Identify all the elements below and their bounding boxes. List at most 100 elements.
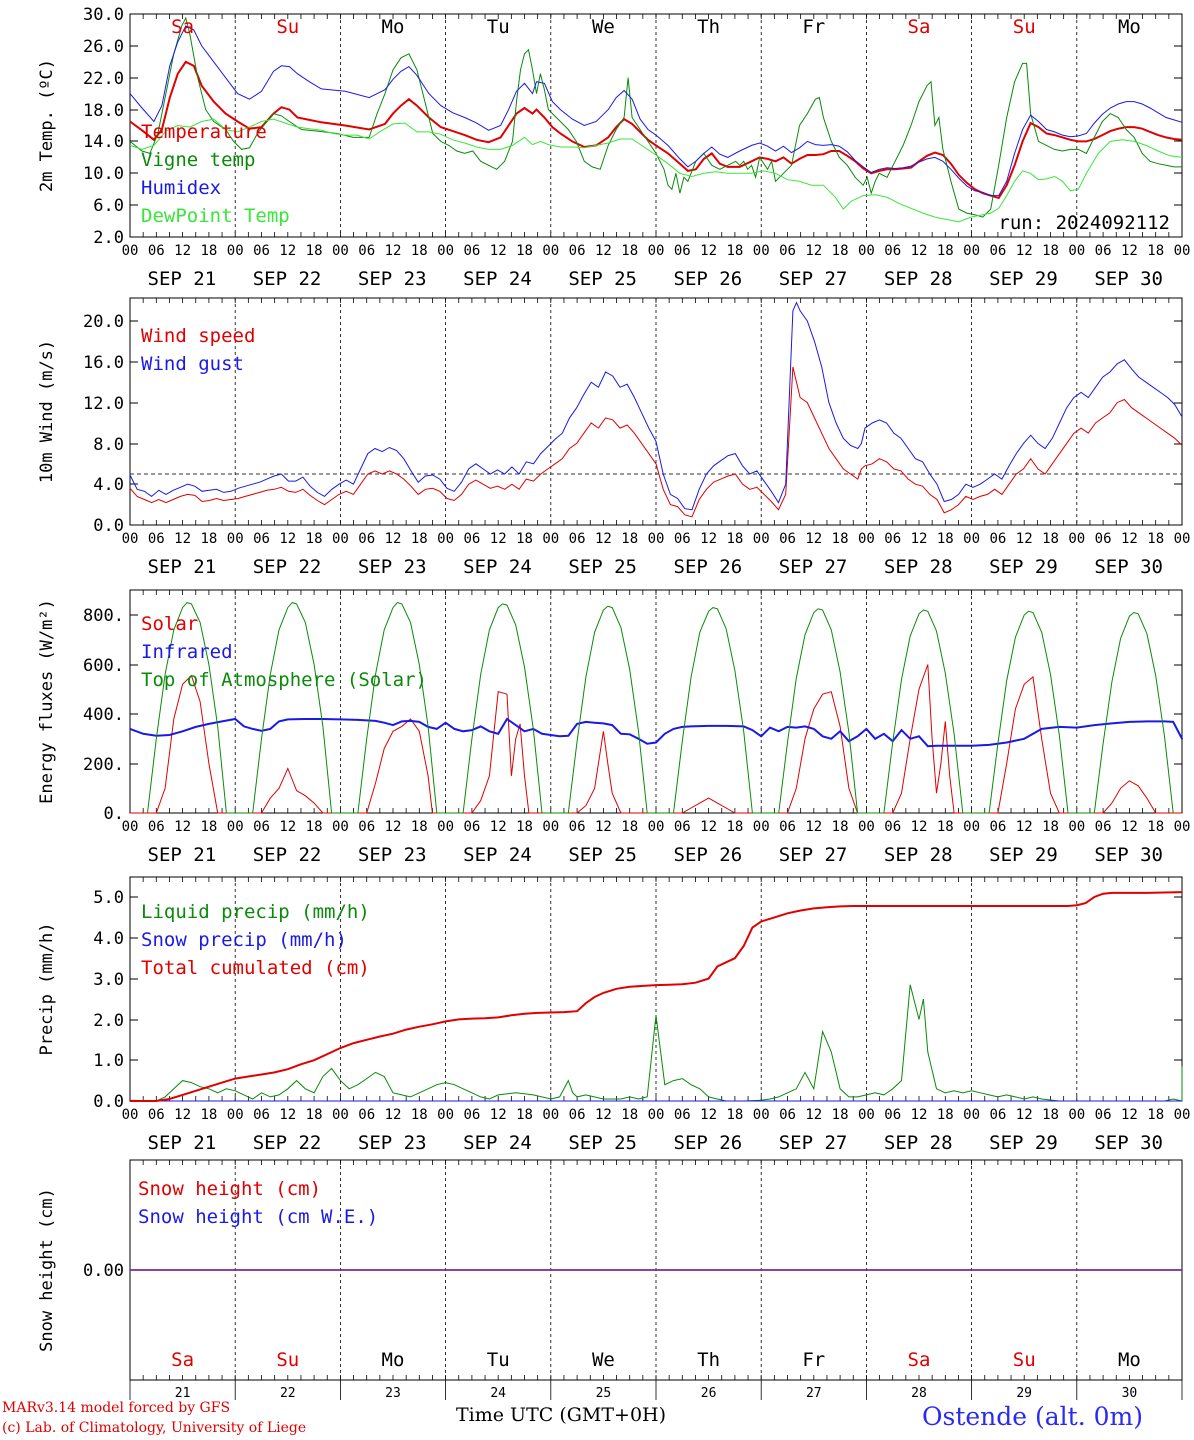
hour-tick-label: 00 <box>437 531 454 547</box>
plot-frame <box>129 589 1183 814</box>
hour-tick-label: 00 <box>227 531 244 547</box>
legend-entry: Humidex <box>141 177 221 199</box>
hour-tick-label: 00 <box>1068 1107 1085 1123</box>
hour-tick-label: 18 <box>516 243 533 259</box>
y-axis-label: 10m Wind (m/s) <box>37 340 57 483</box>
legend-entry: Snow height (cm W.E.) <box>138 1206 378 1228</box>
day-number: 26 <box>701 1386 717 1400</box>
date-label: SEP 26 <box>674 556 743 578</box>
hour-tick-label: 06 <box>569 531 586 547</box>
series-line <box>129 366 1183 518</box>
hour-tick-label: 00 <box>332 243 349 259</box>
series-line <box>129 60 1183 200</box>
y-tick-label: 200. <box>83 755 124 775</box>
hour-tick-label: 00 <box>122 1107 139 1123</box>
hour-tick-label: 18 <box>1042 531 1059 547</box>
legend-entry: DewPoint Temp <box>141 205 290 227</box>
hour-tick-label: 00 <box>1174 819 1191 835</box>
hour-tick-label: 06 <box>989 243 1006 259</box>
hour-tick-label: 18 <box>516 1107 533 1123</box>
y-axis-label: 2m Temp. (ºC) <box>37 59 57 192</box>
hour-tick-label: 06 <box>569 1107 586 1123</box>
date-label: SEP 22 <box>253 1132 322 1154</box>
hour-tick-label: 12 <box>911 819 928 835</box>
day-name: Th <box>697 16 720 38</box>
hour-tick-label: 18 <box>200 819 217 835</box>
hour-tick-label: 06 <box>358 1107 375 1123</box>
hour-tick-label: 12 <box>805 1107 822 1123</box>
day-name: Fr <box>802 1349 825 1371</box>
hour-tick-label: 12 <box>490 243 507 259</box>
date-label: SEP 28 <box>884 268 953 290</box>
series-line <box>129 118 1183 223</box>
legend-entry: Total cumulated (cm) <box>141 957 370 979</box>
hour-tick-label: 12 <box>490 1107 507 1123</box>
hour-tick-label: 06 <box>1095 1107 1112 1123</box>
hour-tick-label: 12 <box>805 531 822 547</box>
hour-tick-label: 12 <box>700 531 717 547</box>
hour-tick-label: 18 <box>937 531 954 547</box>
plot-frame <box>129 13 1183 238</box>
hour-tick-label: 00 <box>1174 1107 1191 1123</box>
hour-tick-label: 00 <box>1174 243 1191 259</box>
hour-tick-label: 18 <box>1042 819 1059 835</box>
panel-3 <box>129 589 1183 814</box>
hour-tick-label: 18 <box>937 1107 954 1123</box>
y-tick-label: 4.0 <box>93 929 124 949</box>
date-label: SEP 29 <box>989 556 1058 578</box>
hour-tick-label: 06 <box>253 819 270 835</box>
date-label: SEP 21 <box>148 844 217 866</box>
date-label: SEP 22 <box>253 844 322 866</box>
y-tick-label: 30.0 <box>83 5 124 25</box>
hour-tick-label: 06 <box>463 531 480 547</box>
hour-tick-label: 06 <box>989 531 1006 547</box>
day-name: Sa <box>908 16 931 38</box>
day-number: 30 <box>1122 1386 1138 1400</box>
date-label: SEP 21 <box>148 1132 217 1154</box>
day-number: 25 <box>596 1386 612 1400</box>
day-name: Th <box>697 1349 720 1371</box>
hour-tick-label: 18 <box>306 531 323 547</box>
y-tick-label: 12.0 <box>83 394 124 414</box>
meteogram: 30.0 26.0 22.0 18.0 14.0 10.0 6.0 2.0 2m Temp. (… <box>37 5 1191 1400</box>
hour-tick-label: 00 <box>753 819 770 835</box>
y-tick-label: 3.0 <box>93 970 124 990</box>
hour-tick-label: 00 <box>122 243 139 259</box>
series-line <box>129 25 1183 197</box>
y-tick-label: 16.0 <box>83 353 124 373</box>
series-line <box>147 602 1174 814</box>
hour-tick-label: 12 <box>279 531 296 547</box>
hour-tick-label: 18 <box>200 1107 217 1123</box>
hour-tick-label: 18 <box>621 819 638 835</box>
date-label: SEP 22 <box>253 556 322 578</box>
y-tick-label: 1.0 <box>93 1051 124 1071</box>
hour-tick-label: 12 <box>1121 819 1138 835</box>
hour-tick-label: 12 <box>1016 243 1033 259</box>
hour-tick-label: 00 <box>753 1107 770 1123</box>
hour-tick-label: 18 <box>726 531 743 547</box>
date-label: SEP 22 <box>253 268 322 290</box>
y-axis-label: Precip (mm/h) <box>37 922 57 1055</box>
date-label: SEP 28 <box>884 1132 953 1154</box>
hour-tick-label: 18 <box>411 1107 428 1123</box>
hour-tick-label: 12 <box>911 1107 928 1123</box>
y-tick-label: 0.0 <box>93 516 124 536</box>
day-number: 24 <box>490 1386 506 1400</box>
hour-tick-label: 06 <box>358 819 375 835</box>
hour-tick-label: 00 <box>437 1107 454 1123</box>
hour-tick-label: 00 <box>332 1107 349 1123</box>
hour-tick-label: 06 <box>674 1107 691 1123</box>
date-label: SEP 27 <box>779 1132 848 1154</box>
hour-tick-label: 18 <box>1147 243 1164 259</box>
hour-tick-label: 06 <box>779 243 796 259</box>
y-tick-label: 4.0 <box>93 475 124 495</box>
y-tick-label: 600. <box>83 656 124 676</box>
hour-tick-label: 00 <box>648 819 665 835</box>
date-label: SEP 23 <box>358 556 427 578</box>
y-tick-label: 18.0 <box>83 101 124 121</box>
hour-tick-label: 00 <box>1068 531 1085 547</box>
hour-tick-label: 12 <box>279 819 296 835</box>
day-name: Sa <box>171 1349 194 1371</box>
hour-tick-label: 00 <box>753 531 770 547</box>
day-number: 22 <box>280 1386 296 1400</box>
